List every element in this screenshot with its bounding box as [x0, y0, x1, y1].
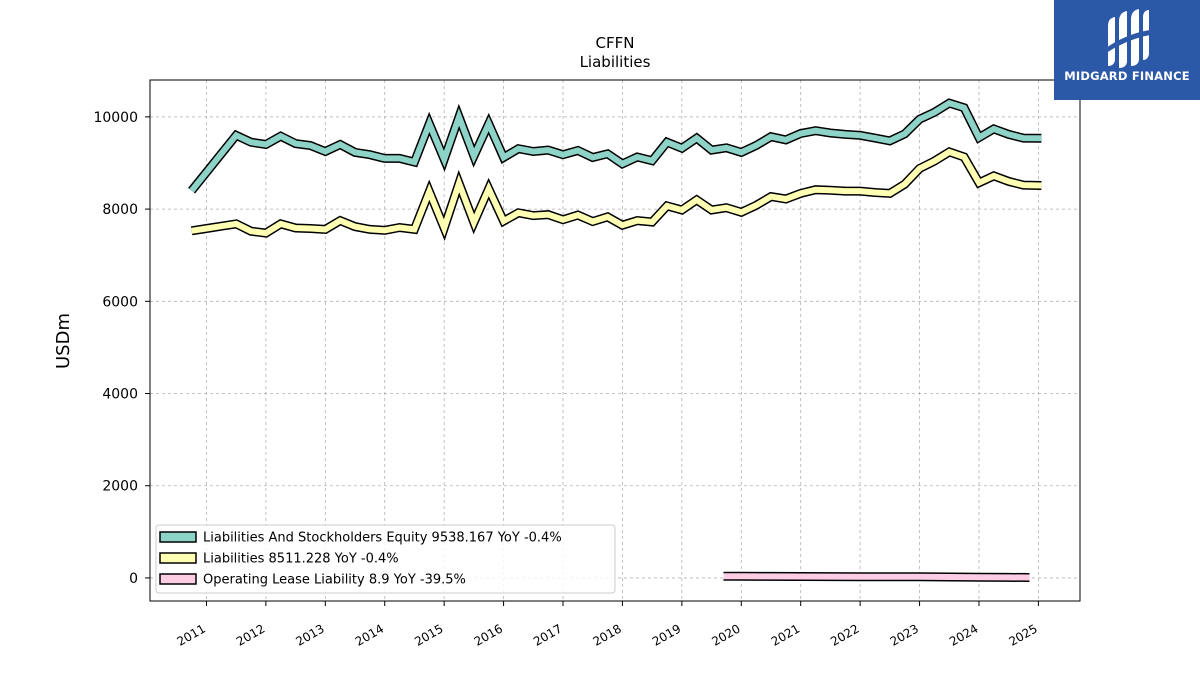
series-line — [723, 573, 1030, 581]
chart-subtitle: Liabilities — [580, 53, 651, 71]
series-line — [191, 148, 1042, 237]
x-tick-label: 2015 — [412, 621, 445, 648]
series-liabilities-and-stockholders-equity — [188, 98, 1042, 194]
x-tick-label: 2022 — [828, 621, 861, 648]
brand-logo: MIDGARD FINANCE — [1054, 0, 1200, 100]
plot-frame — [149, 79, 1081, 602]
legend-swatch — [159, 573, 197, 585]
legend-swatch — [159, 552, 197, 564]
x-tick-label: 2014 — [353, 621, 386, 648]
legend: Liabilities And Stockholders Equity 9538… — [155, 524, 616, 594]
legend-label: Liabilities And Stockholders Equity 9538… — [203, 531, 562, 546]
legend-label: Liabilities 8511.228 YoY -0.4% — [203, 552, 399, 567]
x-tick-label: 2021 — [769, 621, 802, 648]
x-tick-label: 2020 — [709, 621, 742, 648]
brand-name: MIDGARD FINANCE — [1064, 69, 1190, 83]
x-tick-label: 2017 — [531, 621, 564, 648]
x-tick-label: 2011 — [174, 621, 207, 648]
chart-title: CFFN — [596, 34, 635, 52]
y-tick-label: 2000 — [102, 479, 138, 495]
series-lines — [188, 98, 1042, 582]
series-liabilities — [190, 146, 1042, 241]
legend-swatch — [159, 531, 197, 543]
y-tick-label: 10000 — [93, 110, 138, 126]
brand-logo-icon — [1106, 9, 1150, 68]
x-tick-label: 2023 — [888, 621, 921, 648]
x-tick-label: 2012 — [234, 621, 267, 648]
x-tick-label: 2013 — [293, 621, 326, 648]
x-tick-label: 2025 — [1006, 621, 1039, 648]
y-tick-label: 6000 — [102, 294, 138, 310]
legend-label: Operating Lease Liability 8.9 YoY -39.5% — [203, 573, 466, 588]
y-tick-label: 8000 — [102, 202, 138, 218]
y-tick-label: 0 — [129, 571, 138, 587]
y-axis-label: USDm — [53, 313, 74, 369]
y-tick-label: 4000 — [102, 387, 138, 403]
x-tick-label: 2016 — [472, 621, 505, 648]
legend-box — [155, 524, 616, 594]
series-operating-lease-liability — [723, 571, 1030, 582]
x-tick-label: 2018 — [590, 621, 623, 648]
series-line — [189, 99, 1042, 193]
x-tick-label: 2019 — [650, 621, 683, 648]
x-tick-label: 2024 — [947, 621, 980, 648]
